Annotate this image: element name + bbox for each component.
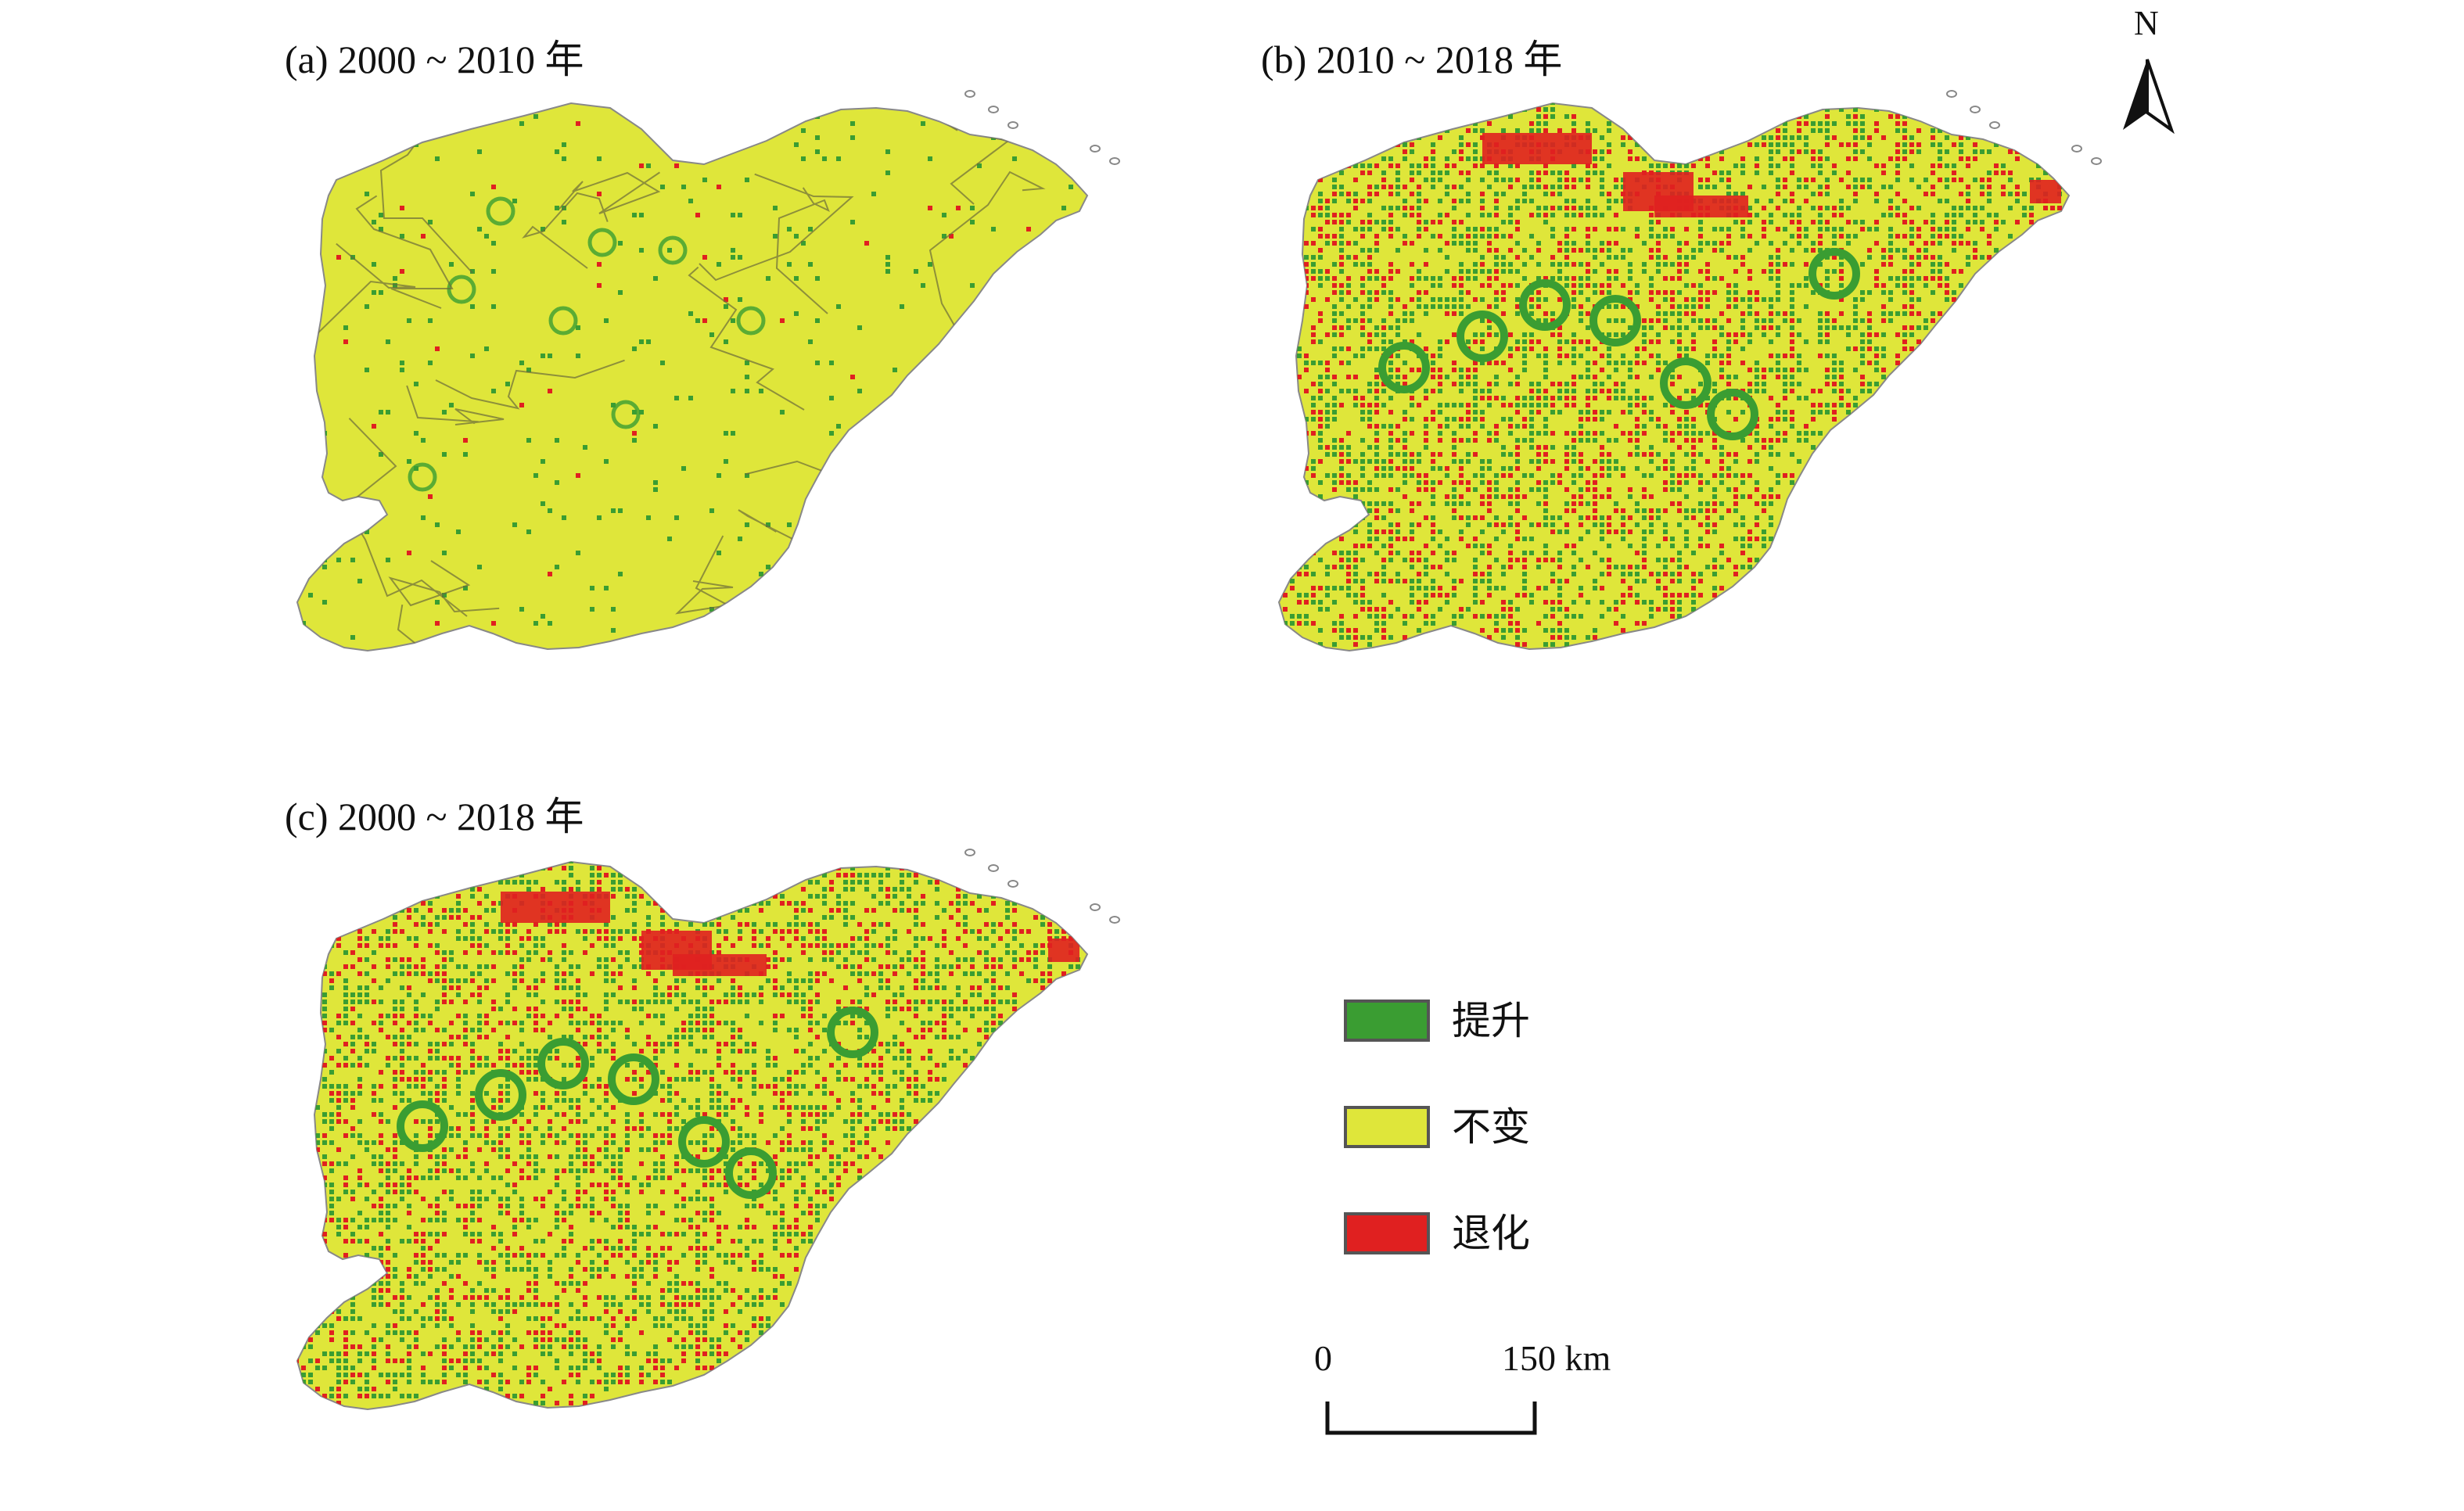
north-arrow: N (2104, 3, 2190, 136)
improved-cluster (397, 1100, 448, 1152)
scale-bar-line (1325, 1402, 1537, 1435)
improved-cluster (1519, 279, 1571, 331)
legend-label-improved: 提升 (1452, 998, 1530, 1043)
improved-cluster (658, 235, 688, 265)
island (964, 90, 975, 98)
land-area (296, 102, 1089, 652)
improved-cluster (725, 1147, 777, 1199)
improved-cluster (1378, 342, 1430, 393)
scale-bar: 0 150 km (1310, 1337, 1639, 1455)
improved-cluster (736, 306, 766, 336)
improved-cluster (608, 1053, 659, 1105)
island (1946, 90, 1957, 98)
legend-label-unchanged: 不变 (1452, 1104, 1530, 1150)
coastal-degraded-zone (501, 892, 610, 923)
legend-label-degraded: 退化 (1452, 1211, 1530, 1256)
coastal-degraded-zone (673, 954, 767, 976)
island (2071, 145, 2082, 153)
improved-cluster (827, 1007, 878, 1058)
island (988, 106, 999, 113)
improved-cluster (1456, 310, 1508, 362)
map-panel-a (296, 90, 1120, 652)
legend-item-improved: 提升 (1344, 995, 1594, 1050)
island (1109, 916, 1120, 924)
improved-cluster (611, 400, 641, 429)
island (1008, 880, 1018, 888)
island (1109, 157, 1120, 165)
panel-b-title: (b) 2010 ~ 2018 年 (1261, 38, 1563, 81)
scale-bar-start-label: 0 (1314, 1338, 1332, 1378)
panel-a-title: (a) 2000 ~ 2010 年 (285, 38, 584, 81)
scale-bar-end-label: 150 km (1502, 1338, 1611, 1378)
improved-cluster (1707, 389, 1758, 440)
island (1008, 121, 1018, 129)
improved-cluster (537, 1038, 589, 1089)
legend-swatch-improved (1344, 1000, 1430, 1042)
map-panel-c (296, 849, 1120, 1411)
improved-cluster (1660, 357, 1712, 409)
improved-cluster (1589, 295, 1641, 346)
improved-cluster (486, 196, 515, 226)
island (1090, 903, 1101, 911)
change-pixels (297, 862, 1080, 1405)
island (1970, 106, 1981, 113)
improved-cluster (587, 228, 617, 257)
island (1090, 145, 1101, 153)
legend-swatch-unchanged (1344, 1106, 1430, 1148)
legend-swatch-degraded (1344, 1212, 1430, 1254)
island (2091, 157, 2102, 165)
legend-item-unchanged: 不变 (1344, 1101, 1594, 1156)
improved-cluster (1808, 248, 1860, 300)
map-panel-b (1277, 90, 2102, 652)
island (1989, 121, 2000, 129)
change-pixels (301, 114, 1073, 640)
legend-item-degraded: 退化 (1344, 1208, 1594, 1262)
coastal-degraded-zone (1048, 939, 1079, 962)
improved-cluster (548, 306, 578, 336)
coastal-degraded-zone (1482, 133, 1592, 164)
improved-cluster (678, 1116, 730, 1168)
improved-cluster (408, 462, 437, 492)
north-label: N (2134, 4, 2159, 42)
panel-c-title: (c) 2000 ~ 2018 年 (285, 795, 584, 838)
coastal-degraded-zone (2030, 180, 2061, 203)
improved-cluster (475, 1069, 526, 1121)
change-pixels (1283, 103, 2062, 647)
north-arrow-icon (2123, 59, 2175, 135)
island (964, 849, 975, 856)
coastal-degraded-zone (1654, 196, 1748, 217)
island (988, 864, 999, 872)
